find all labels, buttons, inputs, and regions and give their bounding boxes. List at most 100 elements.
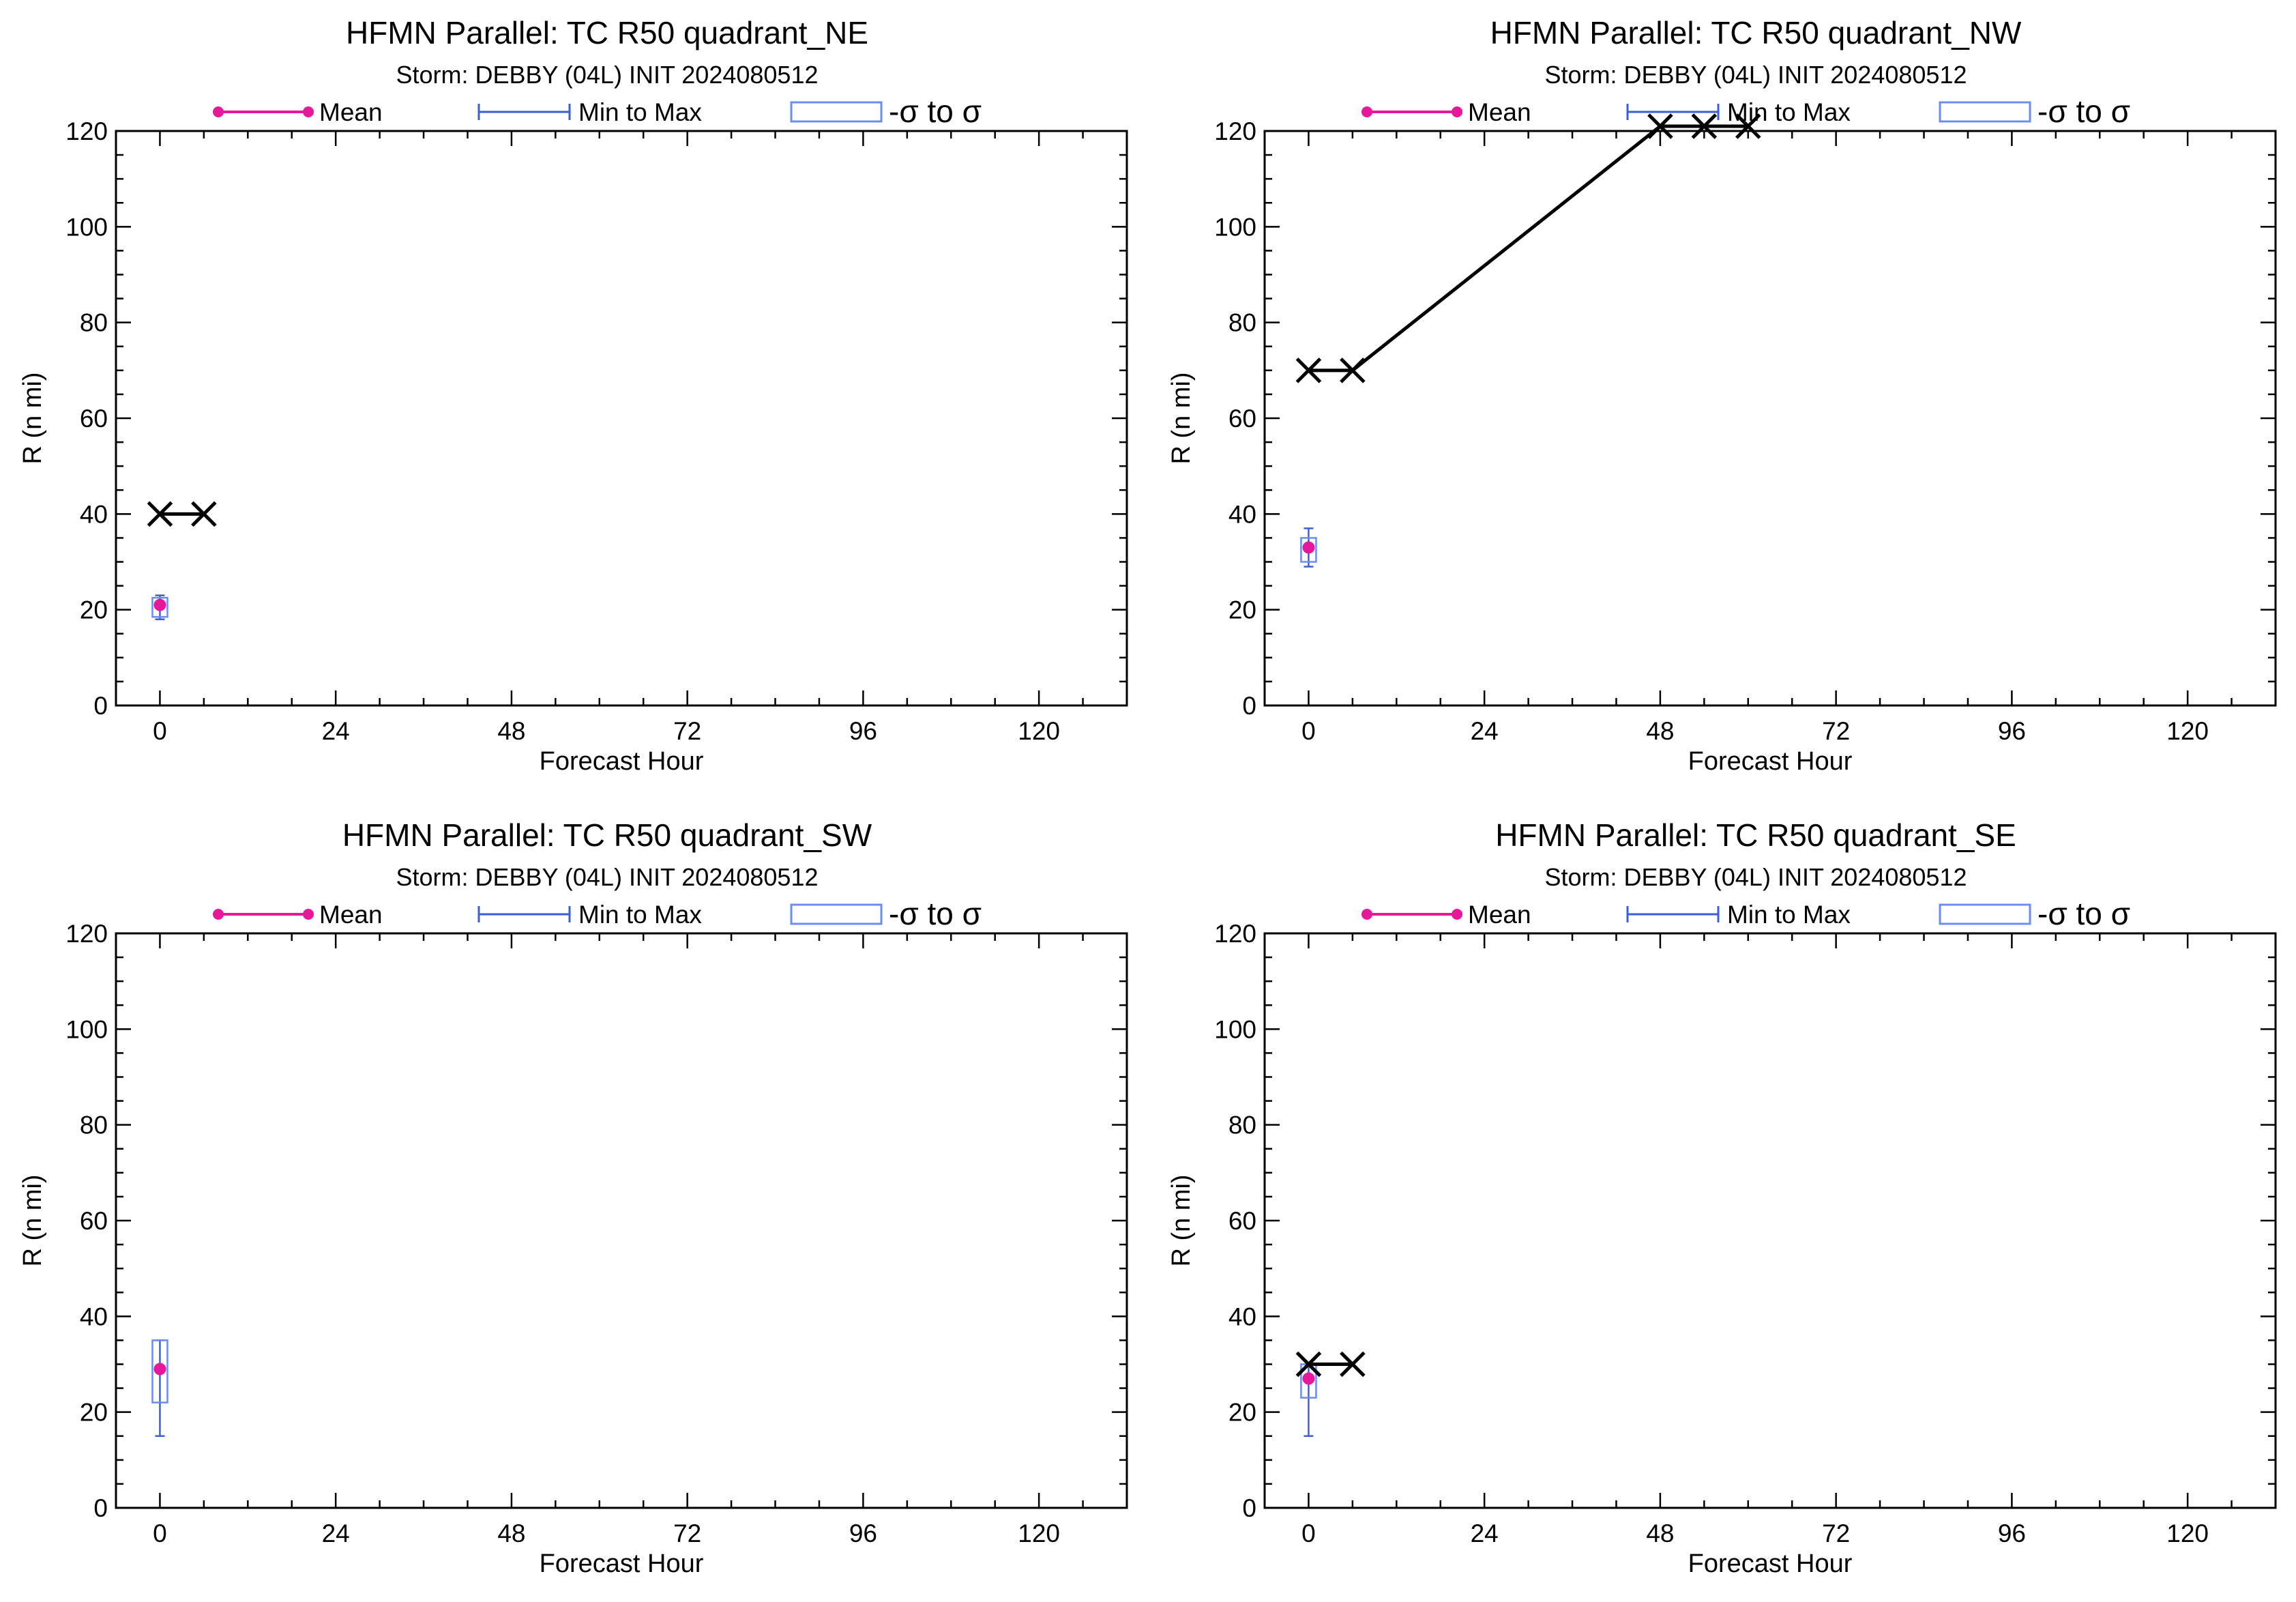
legend-sigma-box bbox=[790, 903, 883, 925]
track-x-stroke-b bbox=[1735, 113, 1761, 139]
legend: Mean Min to Max -σ to σ bbox=[1362, 896, 2130, 931]
legend-mean-marker-start bbox=[1362, 106, 1372, 117]
track-line bbox=[1308, 124, 1748, 373]
y-tick-label: 40 bbox=[80, 500, 108, 528]
track-x-stroke-b bbox=[191, 501, 217, 527]
x-tick-label: 120 bbox=[1018, 1519, 1060, 1547]
chart-subtitle: Storm: DEBBY (04L) INIT 2024080512 bbox=[1544, 863, 1967, 891]
chart-title: HFMN Parallel: TC R50 quadrant_NW bbox=[1490, 15, 2022, 50]
legend-minmax-label: Min to Max bbox=[578, 901, 702, 929]
track-x-marker bbox=[191, 501, 217, 527]
track-x-marker bbox=[1647, 113, 1673, 139]
mean-marker bbox=[153, 1363, 166, 1375]
chart-title: HFMN Parallel: TC R50 quadrant_SW bbox=[342, 817, 872, 853]
x-tick-label: 96 bbox=[849, 1519, 877, 1547]
y-tick-label: 0 bbox=[93, 1494, 108, 1522]
legend-minmax-label: Min to Max bbox=[578, 98, 702, 126]
track-x-stroke-b bbox=[1340, 1351, 1366, 1378]
x-tick-label: 48 bbox=[497, 1519, 525, 1547]
legend: Mean Min to Max -σ to σ bbox=[1362, 93, 2130, 129]
x-tick-label: 96 bbox=[1998, 717, 2026, 745]
track-x-stroke-b bbox=[1295, 1351, 1322, 1378]
plot-frame bbox=[1263, 932, 2277, 1509]
x-tick-label: 0 bbox=[1301, 717, 1316, 745]
y-tick-label: 80 bbox=[80, 1111, 108, 1139]
x-tick-label: 48 bbox=[497, 717, 525, 745]
track-x-stroke-b bbox=[147, 501, 173, 527]
x-tick-label: 48 bbox=[1646, 1519, 1674, 1547]
y-tick-label: 120 bbox=[65, 117, 108, 145]
x-axis-label: Forecast Hour bbox=[540, 1549, 704, 1578]
chart-subtitle: Storm: DEBBY (04L) INIT 2024080512 bbox=[1544, 61, 1967, 89]
legend-mean-marker-end bbox=[1452, 106, 1462, 117]
track-x-stroke-b bbox=[1340, 358, 1366, 383]
sigma-box bbox=[151, 1339, 168, 1403]
x-tick-label: 120 bbox=[1018, 717, 1060, 745]
x-tick-label: 0 bbox=[1301, 1519, 1316, 1547]
legend-mean-marker-start bbox=[1362, 909, 1372, 920]
x-tick-label: 0 bbox=[153, 1519, 167, 1547]
x-tick-label: 72 bbox=[673, 1519, 701, 1547]
x-tick-label: 72 bbox=[1822, 1519, 1850, 1547]
plot-frame bbox=[115, 932, 1128, 1509]
y-tick-label: 80 bbox=[1228, 309, 1256, 337]
y-tick-label: 80 bbox=[80, 309, 108, 337]
track-x-marker bbox=[1691, 113, 1718, 139]
y-tick-label: 40 bbox=[80, 1302, 108, 1330]
chart-panel-4: HFMN Parallel: TC R50 quadrant_SE Storm: … bbox=[1167, 817, 2277, 1578]
legend-sigma-label: -σ to σ bbox=[889, 896, 982, 931]
y-tick-label: 20 bbox=[1228, 1399, 1256, 1427]
legend-sigma-box bbox=[1939, 903, 2031, 925]
track-x-stroke-b bbox=[1691, 113, 1718, 139]
y-axis-label: R (n mi) bbox=[1167, 372, 1196, 464]
legend: Mean Min to Max -σ to σ bbox=[213, 896, 982, 931]
x-axis-label: Forecast Hour bbox=[540, 747, 704, 776]
x-tick-label: 120 bbox=[2166, 717, 2209, 745]
track-x-marker bbox=[1295, 358, 1322, 383]
chart-panel-1: HFMN Parallel: TC R50 quadrant_NE Storm: … bbox=[18, 15, 1128, 776]
track-x-stroke-b bbox=[1647, 113, 1673, 139]
legend-sigma-label: -σ to σ bbox=[2037, 896, 2130, 931]
legend-minmax-label: Min to Max bbox=[1727, 901, 1851, 929]
y-tick-label: 20 bbox=[80, 1399, 108, 1427]
y-tick-label: 100 bbox=[65, 213, 108, 241]
y-tick-label: 0 bbox=[1242, 692, 1256, 720]
y-axis-label: R (n mi) bbox=[18, 1174, 47, 1266]
y-tick-label: 20 bbox=[1228, 596, 1256, 624]
chart-subtitle: Storm: DEBBY (04L) INIT 2024080512 bbox=[396, 61, 818, 89]
track-x-marker bbox=[1340, 1351, 1366, 1378]
sigma-box bbox=[1300, 537, 1317, 563]
x-tick-label: 24 bbox=[322, 1519, 350, 1547]
legend-mean-marker-end bbox=[1452, 909, 1462, 920]
y-tick-label: 100 bbox=[1214, 213, 1256, 241]
x-tick-label: 120 bbox=[2166, 1519, 2209, 1547]
chart-subtitle: Storm: DEBBY (04L) INIT 2024080512 bbox=[396, 863, 818, 891]
track-x-marker bbox=[1295, 1351, 1322, 1378]
y-tick-label: 100 bbox=[65, 1015, 108, 1043]
y-tick-label: 40 bbox=[1228, 1302, 1256, 1330]
chart-title: HFMN Parallel: TC R50 quadrant_NE bbox=[346, 15, 868, 50]
legend-mean-label: Mean bbox=[1468, 901, 1531, 929]
y-tick-label: 40 bbox=[1228, 500, 1256, 528]
y-tick-label: 0 bbox=[93, 692, 108, 720]
y-tick-label: 100 bbox=[1214, 1015, 1256, 1043]
y-tick-label: 60 bbox=[1228, 405, 1256, 433]
chart-panel-3: HFMN Parallel: TC R50 quadrant_SW Storm: … bbox=[18, 817, 1128, 1578]
legend-minmax-label: Min to Max bbox=[1727, 98, 1851, 126]
y-tick-label: 60 bbox=[80, 405, 108, 433]
x-tick-label: 24 bbox=[322, 717, 350, 745]
plot-frame bbox=[115, 130, 1128, 707]
plot-frame bbox=[1263, 130, 2277, 707]
mean-marker bbox=[1302, 541, 1315, 554]
y-tick-label: 120 bbox=[65, 920, 108, 948]
x-axis-label: Forecast Hour bbox=[1688, 1549, 1853, 1578]
y-tick-label: 120 bbox=[1214, 920, 1256, 948]
y-tick-label: 80 bbox=[1228, 1111, 1256, 1139]
y-axis-label: R (n mi) bbox=[1167, 1174, 1196, 1266]
legend-mean-marker-end bbox=[303, 106, 314, 117]
x-tick-label: 24 bbox=[1471, 1519, 1499, 1547]
legend-sigma-label: -σ to σ bbox=[889, 93, 982, 129]
x-tick-label: 0 bbox=[153, 717, 167, 745]
legend-mean-marker-start bbox=[213, 909, 224, 920]
track-x-marker bbox=[1735, 113, 1761, 139]
